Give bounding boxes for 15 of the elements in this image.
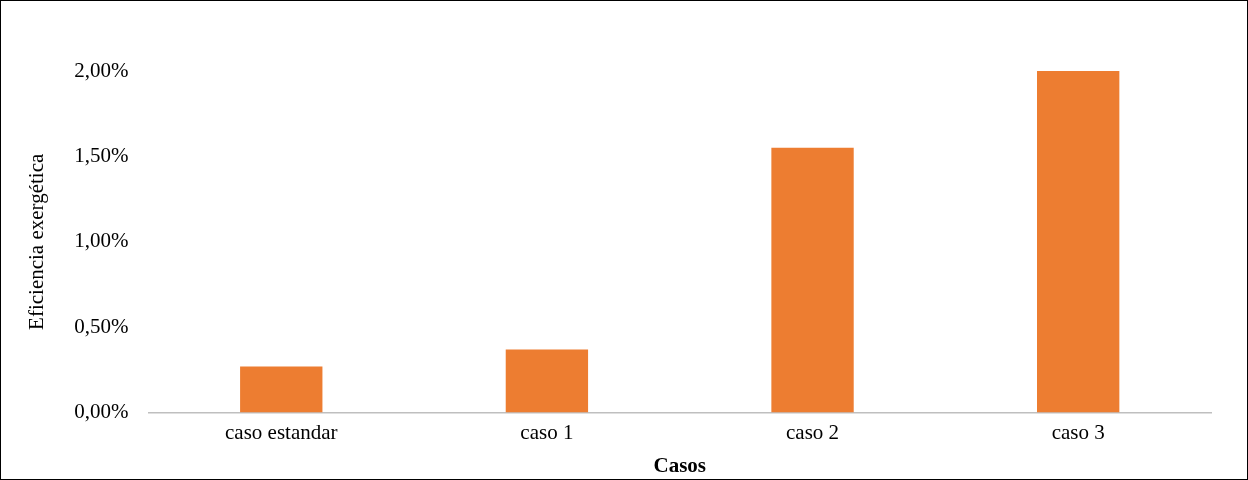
- bar: [505, 349, 589, 413]
- x-axis-title: Casos: [653, 452, 706, 477]
- bar: [771, 147, 854, 413]
- bar: [1037, 71, 1120, 413]
- x-tick-label: caso 1: [520, 419, 574, 444]
- y-tick-label: 0,50%: [74, 313, 129, 338]
- y-tick-label: 1,50%: [74, 142, 129, 167]
- y-tick-label: 0,00%: [74, 399, 129, 424]
- y-tick-label: 1,00%: [74, 228, 129, 253]
- x-tick-label: caso 2: [786, 419, 840, 444]
- y-axis-title: Eficiencia exergética: [24, 153, 49, 330]
- x-tick-label: caso estandar: [225, 419, 338, 444]
- x-tick-label: caso 3: [1051, 419, 1105, 444]
- y-tick-label: 2,00%: [74, 57, 129, 82]
- bar: [240, 366, 323, 413]
